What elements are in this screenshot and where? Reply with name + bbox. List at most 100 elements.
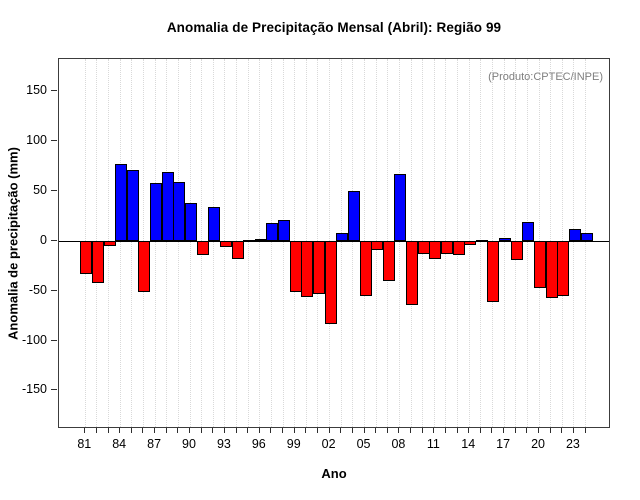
x-tick-2016 xyxy=(491,428,493,433)
bar-1990 xyxy=(185,202,197,241)
gridline-1987 xyxy=(154,59,156,427)
x-tick-2022 xyxy=(561,428,563,433)
x-tick-label-2017: 17 xyxy=(496,437,511,451)
gridline-1985 xyxy=(131,59,133,427)
x-tick-1992 xyxy=(212,428,214,433)
gridline-1989 xyxy=(177,59,179,427)
x-tick-2000 xyxy=(305,428,307,433)
bar-2015 xyxy=(475,239,488,242)
bar-2014 xyxy=(464,240,477,245)
gridline-1988 xyxy=(166,59,168,427)
y-tick-50 xyxy=(51,189,57,191)
x-tick-1998 xyxy=(282,428,284,433)
bar-2020 xyxy=(534,240,547,288)
x-tick-2011 xyxy=(433,428,435,433)
chart-title: Anomalia de Precipitação Mensal (Abril):… xyxy=(166,20,502,35)
y-tick-label-0: 0 xyxy=(40,232,47,247)
x-tick-1981 xyxy=(84,428,86,433)
x-tick-2019 xyxy=(526,428,528,433)
gridline-1990 xyxy=(189,59,191,427)
bar-2017 xyxy=(499,237,512,241)
bar-2022 xyxy=(557,240,570,296)
bar-2016 xyxy=(487,240,500,302)
bar-2013 xyxy=(452,240,465,255)
bar-2010 xyxy=(417,240,430,254)
bar-2023 xyxy=(568,228,581,241)
x-axis-title: Ano xyxy=(321,466,347,481)
x-tick-2003 xyxy=(340,428,342,433)
bar-1994 xyxy=(231,240,244,259)
x-tick-1983 xyxy=(107,428,109,433)
x-tick-2006 xyxy=(375,428,377,433)
bar-1999 xyxy=(289,240,302,292)
x-tick-1999 xyxy=(293,428,295,433)
y-tick--50 xyxy=(51,289,57,291)
x-tick-2023 xyxy=(572,428,574,433)
bar-2006 xyxy=(371,240,384,250)
x-tick-1989 xyxy=(177,428,179,433)
bar-1987 xyxy=(150,182,163,241)
bar-1992 xyxy=(208,206,221,241)
x-tick-label-1999: 99 xyxy=(286,437,301,451)
product-credit-label: (Produto:CPTEC/INPE) xyxy=(488,71,603,83)
y-tick-label-50: 50 xyxy=(33,182,47,197)
x-tick-2024 xyxy=(584,428,586,433)
y-tick-100 xyxy=(51,139,57,141)
gridline-2017 xyxy=(503,59,505,427)
x-tick-1993 xyxy=(223,428,225,433)
x-tick-label-1981: 81 xyxy=(77,437,92,451)
bar-1996 xyxy=(254,238,267,241)
gridline-2019 xyxy=(526,59,528,427)
x-tick-1987 xyxy=(154,428,156,433)
x-tick-label-2014: 14 xyxy=(461,437,476,451)
y-tick-0 xyxy=(51,239,57,241)
y-tick-150 xyxy=(51,90,57,91)
gridline-2004 xyxy=(352,59,354,427)
x-tick-label-2005: 05 xyxy=(356,437,371,451)
y-tick--150 xyxy=(51,389,57,391)
gridline-1992 xyxy=(212,59,214,427)
y-tick--100 xyxy=(51,339,57,341)
bar-2008 xyxy=(394,173,407,241)
bar-2024 xyxy=(580,232,593,241)
bar-2018 xyxy=(510,240,523,260)
bar-1985 xyxy=(126,169,139,241)
bar-1983 xyxy=(103,240,116,246)
y-tick-label--150: -150 xyxy=(21,382,47,397)
bar-1982 xyxy=(91,240,104,283)
bar-1997 xyxy=(266,222,279,241)
y-axis-title: Anomalia de precipitação (mm) xyxy=(5,147,21,340)
gridline-1997 xyxy=(270,59,272,427)
x-tick-2005 xyxy=(363,428,365,433)
bar-1984 xyxy=(115,163,128,241)
y-tick-label--100: -100 xyxy=(21,332,47,347)
x-tick-label-1993: 93 xyxy=(216,437,231,451)
gridline-2024 xyxy=(585,59,587,427)
bar-1981 xyxy=(80,240,93,274)
bar-1989 xyxy=(173,181,186,241)
gridline-1984 xyxy=(119,59,121,427)
x-tick-label-2008: 08 xyxy=(391,437,406,451)
bar-2019 xyxy=(522,221,535,241)
bar-1993 xyxy=(219,240,232,247)
x-tick-1996 xyxy=(258,428,260,433)
x-tick-2021 xyxy=(549,428,551,433)
x-tick-1990 xyxy=(189,428,190,433)
x-tick-2017 xyxy=(503,428,505,433)
x-tick-1985 xyxy=(130,428,132,433)
y-tick-label--50: -50 xyxy=(28,282,47,297)
x-tick-label-2020: 20 xyxy=(531,437,545,451)
x-tick-label-1990: 90 xyxy=(182,437,196,451)
x-tick-2013 xyxy=(456,428,458,433)
gridline-2023 xyxy=(573,59,575,427)
gridline-1995 xyxy=(247,59,249,427)
x-tick-2009 xyxy=(410,428,412,433)
bar-2004 xyxy=(347,190,360,241)
bar-2002 xyxy=(324,240,337,324)
bar-1986 xyxy=(138,240,151,292)
x-tick-2014 xyxy=(468,428,470,433)
x-tick-2008 xyxy=(398,428,400,433)
gridline-2008 xyxy=(398,59,400,427)
plot-area: (Produto:CPTEC/INPE) xyxy=(58,58,610,428)
